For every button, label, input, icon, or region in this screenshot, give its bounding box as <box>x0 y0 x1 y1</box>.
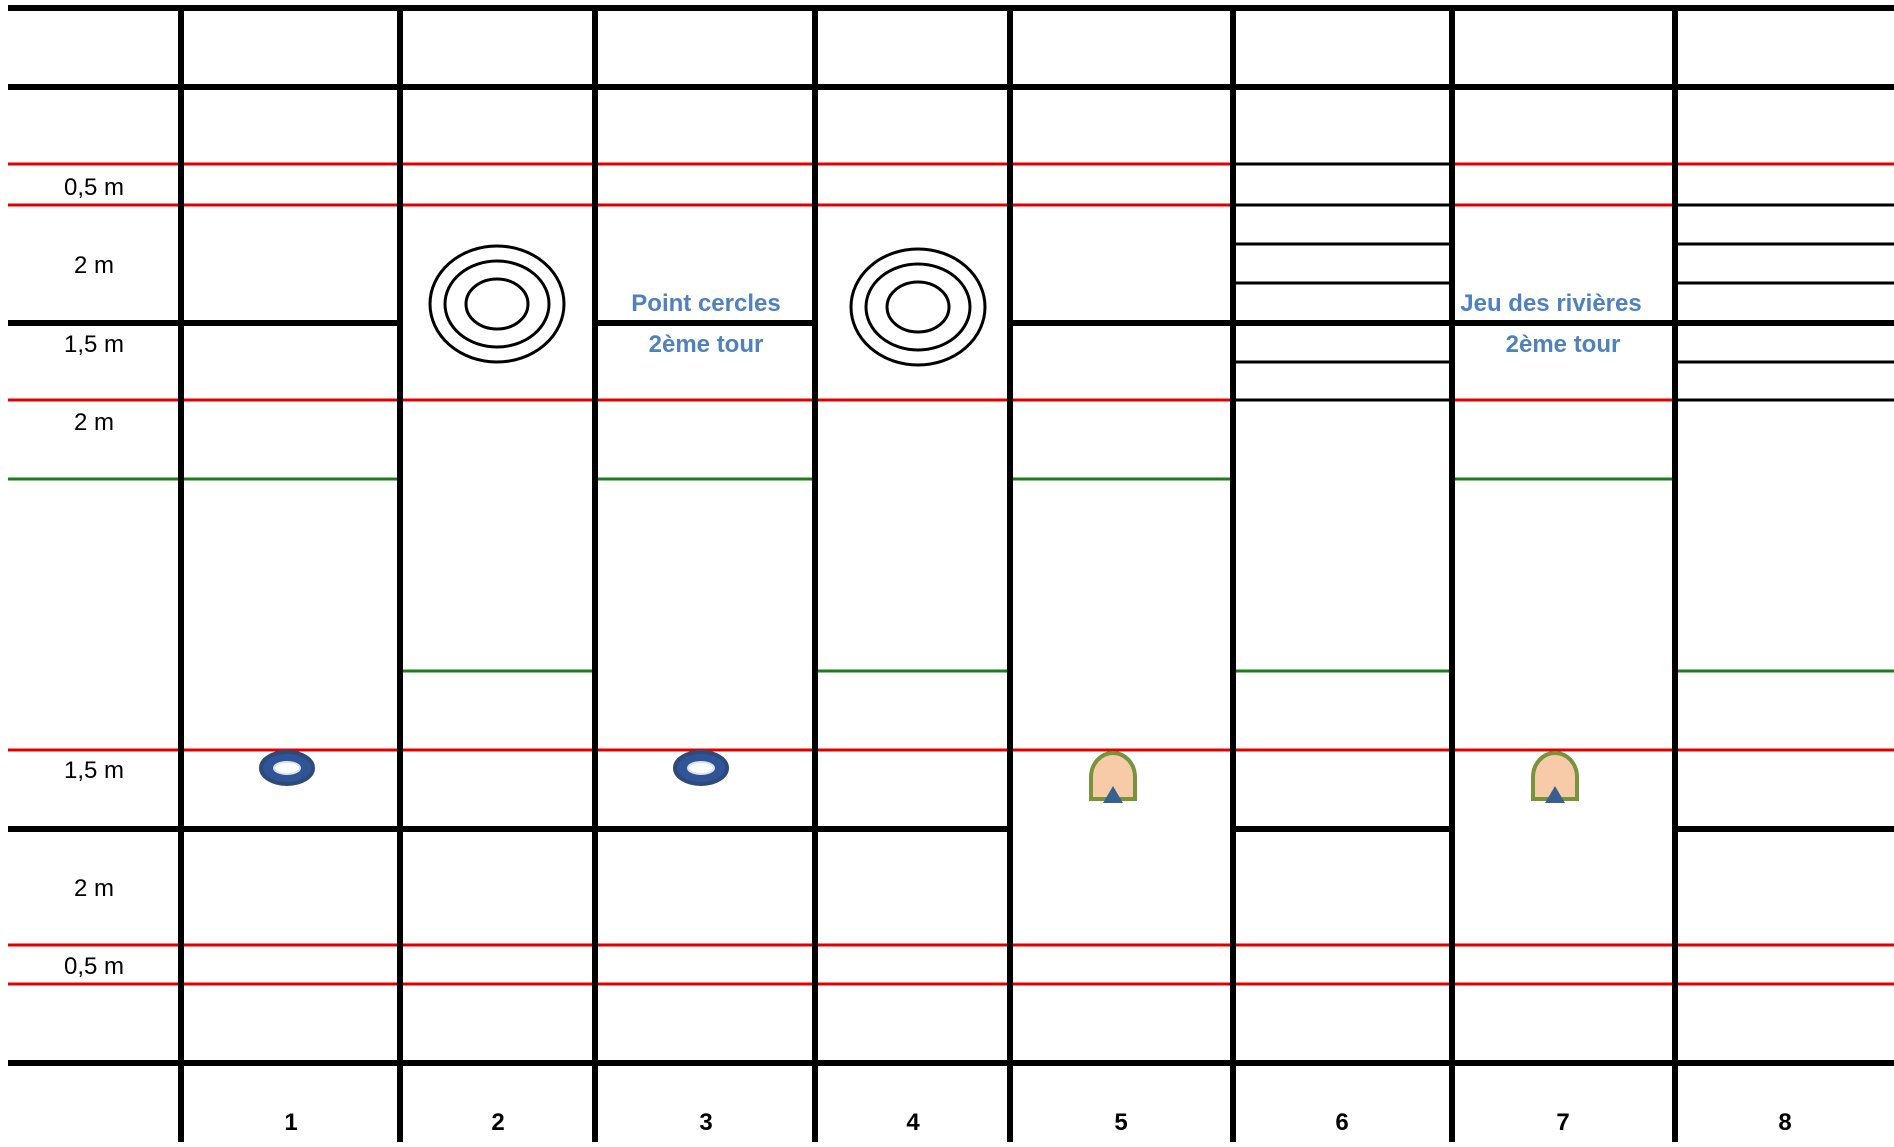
row-label: 1,5 m <box>64 757 124 784</box>
annotation-lane7-line2: 2ème tour <box>1506 331 1621 358</box>
target-icon <box>849 247 987 367</box>
ladder-lines <box>1233 162 1894 402</box>
row-label: 2 m <box>74 875 114 902</box>
annotations: Point cercles 2ème tour Jeu des rivières… <box>631 290 1641 358</box>
annotation-lane3-line2: 2ème tour <box>649 331 764 358</box>
ring-icon <box>259 750 315 786</box>
row-label: 2 m <box>74 252 114 279</box>
lane-number: 2 <box>491 1109 504 1136</box>
lane-number: 7 <box>1556 1109 1569 1136</box>
row-label: 0,5 m <box>64 174 124 201</box>
ring-icon <box>673 750 729 786</box>
lane-numbers: 1 2 3 4 5 6 7 8 <box>284 1109 1791 1136</box>
lane-number: 3 <box>699 1109 712 1136</box>
arch-icon <box>1531 751 1579 803</box>
green-lines <box>8 477 1894 673</box>
lane-number: 6 <box>1335 1109 1348 1136</box>
lane-number: 1 <box>284 1109 297 1136</box>
row-label: 0,5 m <box>64 953 124 980</box>
annotation-lane3-line1: Point cercles <box>631 290 780 317</box>
grid-lines <box>8 5 1894 1142</box>
row-label: 1,5 m <box>64 331 124 358</box>
lane-number: 8 <box>1778 1109 1791 1136</box>
row-label: 2 m <box>74 409 114 436</box>
red-lines <box>8 162 1894 986</box>
annotation-lane7-line1: Jeu des rivières <box>1460 290 1641 317</box>
arch-icon <box>1089 751 1137 803</box>
lane-number: 5 <box>1114 1109 1127 1136</box>
lane-number: 4 <box>906 1109 920 1136</box>
target-icon <box>428 244 566 364</box>
row-labels: 0,5 m 2 m 1,5 m 2 m 1,5 m 2 m 0,5 m <box>64 174 124 980</box>
